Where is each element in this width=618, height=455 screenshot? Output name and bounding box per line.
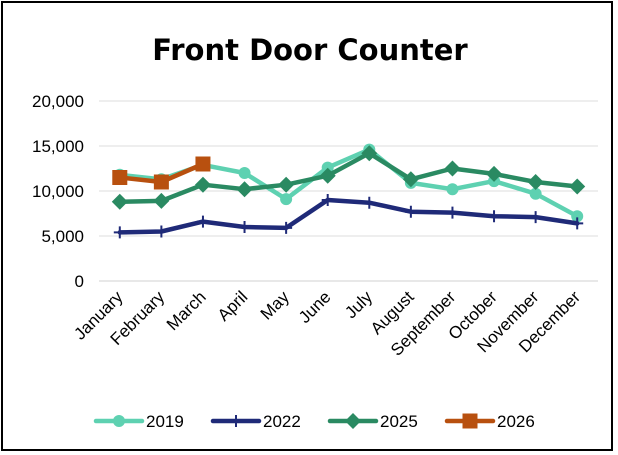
- data-point: [280, 193, 293, 206]
- legend-item-2019: 2019: [93, 412, 184, 431]
- legend-item-2025: 2025: [327, 412, 418, 431]
- legend-label: 2019: [146, 412, 184, 431]
- data-point: [486, 165, 503, 182]
- data-point: [321, 161, 334, 174]
- data-point: [529, 211, 542, 224]
- data-point: [404, 205, 417, 218]
- chart-frame: [1, 1, 613, 451]
- data-point: [238, 167, 251, 179]
- data-point: [112, 170, 128, 185]
- chart-title: Front Door Counter: [152, 33, 468, 67]
- data-point: [230, 415, 242, 427]
- series-2025: [111, 145, 586, 210]
- y-tick-label: 10,000: [32, 182, 84, 201]
- data-point: [444, 160, 461, 177]
- y-tick-label: 20,000: [32, 92, 84, 111]
- legend-label: 2025: [380, 412, 418, 431]
- data-point: [571, 217, 584, 230]
- data-point: [236, 181, 253, 198]
- data-point: [111, 193, 128, 210]
- data-point: [195, 156, 211, 172]
- data-point: [196, 215, 209, 228]
- x-tick-label: June: [295, 287, 335, 327]
- series-layer: [111, 143, 586, 239]
- data-point: [446, 183, 459, 196]
- x-tick-label: April: [214, 287, 251, 324]
- data-point: [113, 415, 125, 427]
- x-tick-label: March: [163, 287, 210, 334]
- legend-item-2026: 2026: [444, 412, 535, 431]
- legend-label: 2026: [497, 412, 535, 431]
- data-point: [363, 196, 376, 209]
- series-2019: [113, 143, 584, 223]
- data-point: [155, 225, 168, 238]
- data-point: [361, 145, 378, 162]
- legend: 2019 2022 2025 2026: [93, 412, 535, 431]
- data-point: [321, 194, 334, 206]
- x-tick-label: May: [257, 287, 293, 323]
- data-point: [319, 167, 336, 184]
- legend-label: 2022: [263, 412, 301, 431]
- data-point: [345, 413, 361, 429]
- data-point: [402, 171, 419, 188]
- data-point: [569, 178, 586, 195]
- data-point: [238, 221, 251, 233]
- series-2022: [113, 194, 584, 239]
- data-point: [280, 221, 293, 234]
- data-point: [153, 192, 170, 209]
- data-point: [278, 176, 295, 193]
- series-line: [117, 147, 580, 219]
- legend-item-2022: 2022: [210, 412, 301, 431]
- y-axis-tick-labels: 0 5,000 10,000 15,000 20,000: [32, 92, 84, 291]
- data-point: [527, 174, 544, 190]
- data-point: [488, 210, 501, 223]
- x-tick-label: July: [341, 287, 376, 322]
- y-tick-label: 0: [75, 272, 84, 291]
- data-point: [529, 187, 542, 200]
- series-2026: [112, 156, 211, 190]
- series-line: [117, 197, 580, 235]
- data-point: [571, 210, 584, 223]
- data-point: [462, 413, 478, 429]
- data-point: [113, 226, 126, 239]
- data-point: [153, 174, 169, 190]
- data-point: [446, 206, 459, 219]
- y-tick-label: 15,000: [32, 137, 84, 156]
- data-point: [194, 176, 211, 193]
- y-tick-label: 5,000: [41, 227, 84, 246]
- series-line: [117, 150, 580, 205]
